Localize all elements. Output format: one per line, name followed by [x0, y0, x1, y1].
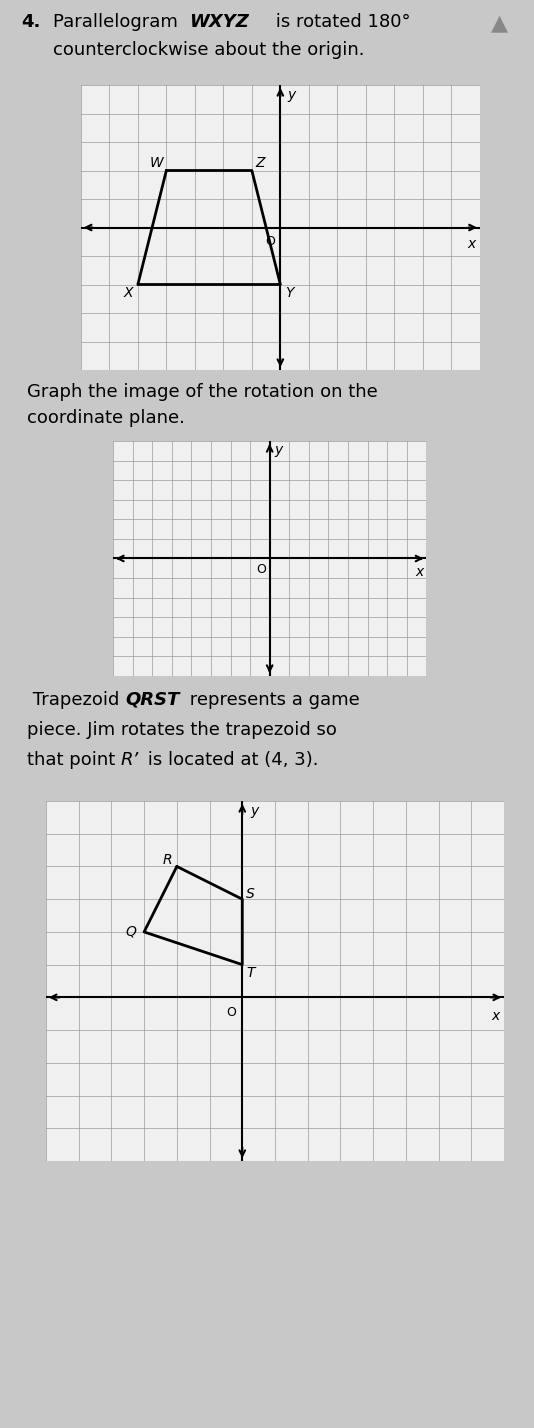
Text: piece. Jim rotates the trapezoid so: piece. Jim rotates the trapezoid so: [27, 721, 336, 740]
Text: is rotated 180°: is rotated 180°: [270, 13, 410, 31]
Text: counterclockwise about the origin.: counterclockwise about the origin.: [53, 41, 365, 59]
Text: 4.: 4.: [21, 13, 41, 31]
Text: coordinate plane.: coordinate plane.: [27, 408, 185, 427]
Text: R’: R’: [120, 751, 138, 770]
Text: Y: Y: [285, 286, 293, 300]
Text: X: X: [123, 286, 132, 300]
Text: T: T: [246, 965, 255, 980]
Text: x: x: [467, 237, 476, 251]
Text: is located at (4, 3).: is located at (4, 3).: [142, 751, 318, 770]
Text: R: R: [162, 853, 172, 867]
Text: y: y: [274, 443, 283, 457]
Text: S: S: [246, 887, 255, 901]
Text: x: x: [491, 1008, 499, 1022]
Text: that point: that point: [27, 751, 121, 770]
Text: O: O: [226, 1005, 235, 1018]
Text: x: x: [415, 565, 423, 580]
Text: Trapezoid: Trapezoid: [27, 691, 125, 708]
Text: QRST: QRST: [125, 691, 180, 708]
Text: y: y: [250, 804, 258, 818]
Text: Parallelogram: Parallelogram: [53, 13, 184, 31]
Text: WXYZ: WXYZ: [190, 13, 249, 31]
Text: Q: Q: [125, 925, 137, 938]
Text: Graph the image of the rotation on the: Graph the image of the rotation on the: [27, 383, 378, 401]
Text: y: y: [287, 89, 296, 101]
Text: ▲: ▲: [491, 13, 508, 33]
Text: O: O: [256, 564, 266, 577]
Text: W: W: [150, 157, 163, 170]
Text: Z: Z: [256, 157, 265, 170]
Text: represents a game: represents a game: [184, 691, 360, 708]
Text: O: O: [265, 234, 274, 247]
